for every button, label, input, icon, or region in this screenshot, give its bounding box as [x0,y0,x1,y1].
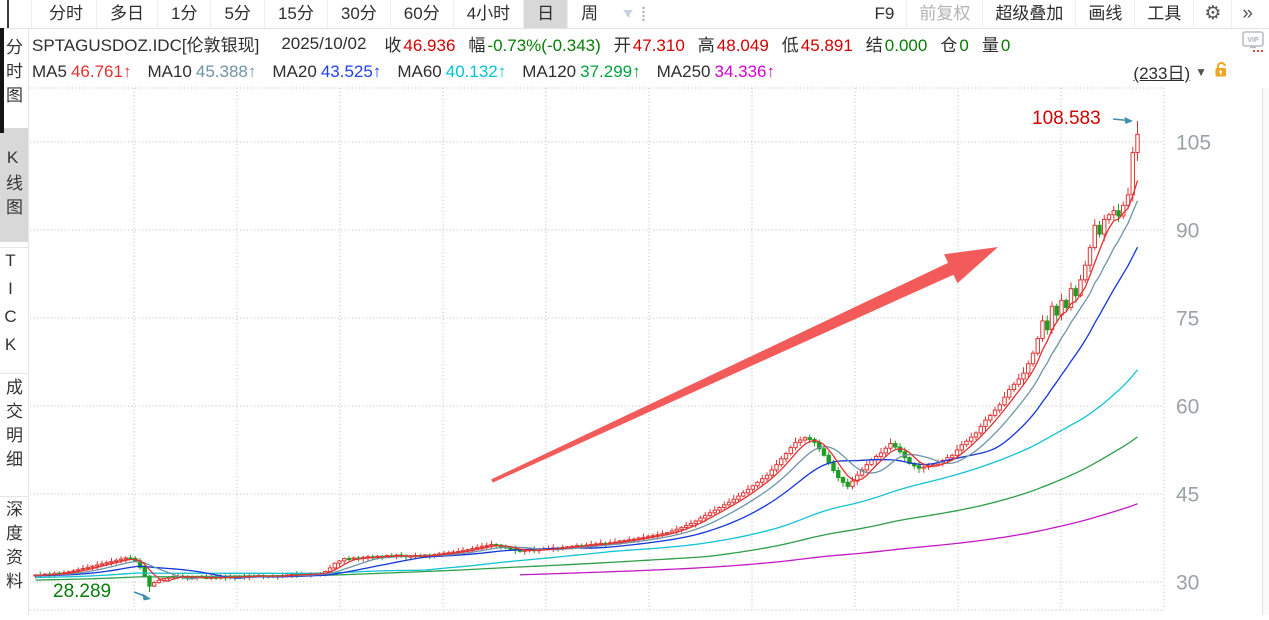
sidebar-item-timeline-chart[interactable]: 分时图 [3,38,22,110]
quote-close-label: 收 [384,36,402,55]
quote-close: 收 46.936 [384,31,455,56]
quote-high-label: 高 [697,36,715,55]
tab-1min[interactable]: 1分 [157,0,210,28]
quote-change-label: 幅 [468,36,486,55]
quote-settle-label: 结 [865,36,883,55]
ma10-label: MA10 [147,61,192,81]
tab-timeline[interactable]: 分时 [49,4,83,23]
ma10-value: 45.388↑ [195,61,257,81]
quote-volume-value: 0 [1000,36,1011,55]
svg-text:90: 90 [1176,220,1199,243]
candlestick-chart[interactable]: 105 90 75 60 45 30 [30,86,1269,615]
ma5-legend: MA5 46.761↑ [32,62,131,82]
quote-settle: 结 0.000 [866,31,928,56]
quote-position-value: 0 [959,36,969,55]
quote-open-value: 47.310 [632,36,685,55]
ma5-value: 46.761↑ [70,61,132,81]
kline-chart-area[interactable]: 105 90 75 60 45 30 [30,86,1269,615]
gear-icon[interactable]: ⚙ [1193,0,1231,28]
hotkey-f9-button[interactable]: F9 [874,4,895,23]
svg-text:60: 60 [1176,396,1199,419]
tab-60min[interactable]: 60分 [389,0,453,28]
ma20-label: MA20 [272,61,317,81]
forward-adjust-button[interactable]: 前复权 [906,0,982,28]
quote-bar: SPTAGUSDOZ.IDC[伦敦银现] 2025/10/02 收 46.936 … [30,29,1269,58]
tab-30min[interactable]: 30分 [326,0,390,28]
tab-weekly[interactable]: 周 [567,0,611,28]
sidebar-item-tick[interactable]: TICK [1,251,20,363]
chevron-down-icon[interactable]: ▼ [1195,64,1207,79]
period-tabs: 分时 多日 1分 5分 15分 30分 60分 4小时 日 周 [31,0,611,28]
quote-change-value: -0.73%(-0.343) [487,36,601,55]
toolbar-right-group: F9 前复权 超级叠加 画线 工具 ⚙ » [863,0,1263,28]
unlock-icon[interactable] [1212,60,1230,83]
quote-open: 开 47.310 [614,31,685,56]
svg-text:45: 45 [1176,484,1199,507]
ma10-legend: MA10 45.388↑ [147,62,256,82]
draw-line-button[interactable]: 画线 [1075,0,1134,28]
ma20-value: 43.525↑ [320,61,382,81]
quote-volume-label: 量 [981,36,999,55]
visible-range-selector[interactable]: (233日) [1133,64,1191,83]
vip-badge-icon: VIP [1242,30,1266,54]
svg-text:30: 30 [1176,572,1199,595]
ma120-value: 37.299↑ [580,61,641,81]
ma60-label: MA60 [397,61,442,81]
ma120-legend: MA120 37.299↑ [522,62,640,82]
ma120-label: MA120 [522,61,577,81]
quote-close-value: 46.936 [403,36,456,55]
super-overlay-button[interactable]: 超级叠加 [982,0,1075,28]
chevron-more-icon[interactable]: » [1231,0,1263,28]
svg-text:105: 105 [1176,132,1211,155]
sidebar-divider [0,496,28,497]
sidebar-divider [0,373,28,374]
tab-daily[interactable]: 日 [523,0,568,28]
quote-open-label: 开 [613,36,631,55]
sidebar-item-depth-info[interactable]: 深度资料 [3,500,22,596]
ma5-label: MA5 [32,61,67,81]
quote-change: 幅 -0.73%(-0.343) [468,31,600,56]
ma-legend-bar: MA5 46.761↑ MA10 45.388↑ MA20 43.525↑ MA60 4… [30,57,1269,86]
sidebar-scroll-indicator[interactable] [0,28,4,133]
tab-5min[interactable]: 5分 [210,0,263,28]
window-edge-line [7,0,9,28]
ma250-label: MA250 [656,61,711,81]
quote-low: 低 45.891 [782,31,853,56]
ma60-value: 40.132↑ [445,61,507,81]
quote-low-label: 低 [781,36,799,55]
chart-right-scrollbar[interactable] [1262,88,1269,615]
quote-date: 2025/10/02 [281,33,367,53]
sidebar-item-kline-chart[interactable]: K线图 [3,148,22,222]
quote-high-value: 48.049 [716,36,769,55]
tools-button[interactable]: 工具 [1134,0,1193,28]
ma250-value: 34.336↑ [714,61,775,81]
symbol-title: SPTAGUSDOZ.IDC[伦敦银现] [32,36,260,55]
active-tab-highlight [0,128,28,242]
ma20-legend: MA20 43.525↑ [272,62,381,82]
sidebar-divider [0,247,28,248]
tab-4hour[interactable]: 4小时 [452,0,523,28]
sidebar-item-trade-detail[interactable]: 成交明细 [3,378,22,474]
quote-high: 高 48.049 [698,31,769,56]
low-price-annotation: 28.289 [53,581,112,602]
view-sidebar: 分时图 K线图 TICK 成交明细 深度资料 [0,29,29,615]
svg-text:VIP: VIP [1247,37,1259,44]
ma60-legend: MA60 40.132↑ [397,62,506,82]
svg-text:75: 75 [1176,308,1199,331]
tab-multiday[interactable]: 多日 [96,0,157,28]
tab-15min[interactable]: 15分 [263,0,327,28]
collapse-handle-icon[interactable] [621,6,646,22]
quote-low-value: 45.891 [800,36,853,55]
quote-position-label: 仓 [940,36,958,55]
ma250-legend: MA250 34.336↑ [657,62,775,82]
high-price-annotation: 108.583 [1032,108,1101,129]
quote-settle-value: 0.000 [884,36,928,55]
period-toolbar: 分时 多日 1分 5分 15分 30分 60分 4小时 日 周 F9 前复权 超… [0,0,1269,29]
